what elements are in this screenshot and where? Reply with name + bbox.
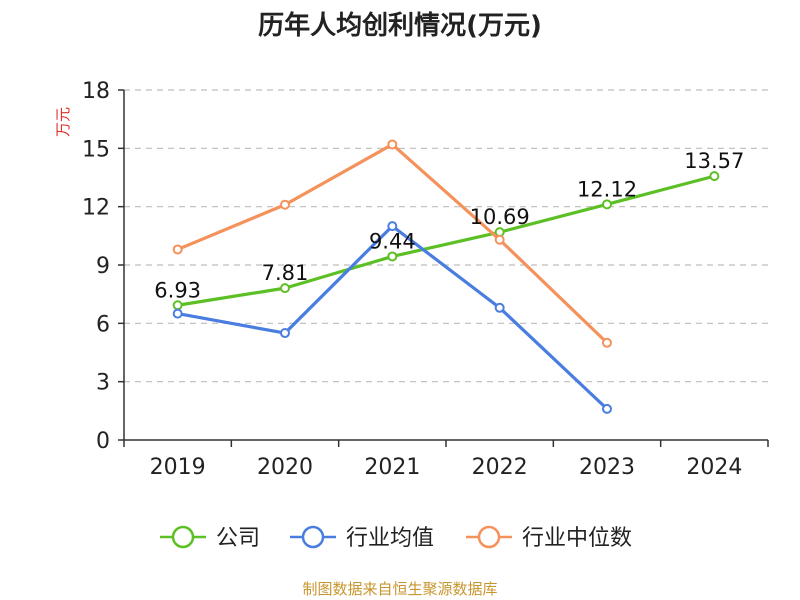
data-point xyxy=(280,328,290,339)
legend-label: 行业均值 xyxy=(346,526,434,551)
data-point xyxy=(172,300,183,311)
legend-label: 公司 xyxy=(216,526,260,551)
x-tick-label: 2023 xyxy=(579,455,635,480)
y-tick-label: 9 xyxy=(96,254,110,279)
data-label: 6.93 xyxy=(154,278,201,302)
y-tick-label: 0 xyxy=(96,429,110,454)
data-point xyxy=(709,171,720,182)
y-axis-label: 万元 xyxy=(54,107,72,137)
data-labels: 6.93 7.81 9.44 10.69 12.12 13.57 xyxy=(154,149,744,302)
grid-lines xyxy=(124,89,768,383)
data-point xyxy=(172,244,183,255)
x-tick-label: 2020 xyxy=(257,455,313,480)
x-tick-label: 2021 xyxy=(364,455,420,480)
data-point xyxy=(280,283,290,294)
data-point xyxy=(602,337,612,348)
data-point xyxy=(172,308,183,319)
data-point xyxy=(387,251,398,262)
data-label: 10.69 xyxy=(470,205,530,229)
legend-label: 行业中位数 xyxy=(522,526,632,551)
data-point xyxy=(280,199,290,210)
x-tick-label: 2019 xyxy=(150,455,206,480)
legend-swatch-marker xyxy=(477,525,501,549)
legend-item[interactable]: 公司 xyxy=(160,525,260,551)
data-point xyxy=(602,403,612,414)
y-tick-label: 18 xyxy=(82,79,110,104)
data-point xyxy=(387,139,398,150)
axes: 0 3 6 9 12 15 18 2019 2020 2021 2022 2023 2024 xyxy=(82,79,769,480)
legend[interactable]: 公司 行业均值 行业中位数 xyxy=(160,525,632,551)
series-lines xyxy=(172,139,720,414)
source-note: 制图数据来自恒生聚源数据库 xyxy=(302,580,497,598)
data-point xyxy=(494,302,505,313)
series-line xyxy=(176,174,716,307)
y-tick-label: 15 xyxy=(82,137,110,162)
data-label: 7.81 xyxy=(262,261,309,285)
data-label: 9.44 xyxy=(369,229,416,253)
x-tick-label: 2024 xyxy=(686,455,742,480)
y-tick-label: 6 xyxy=(96,312,110,337)
legend-swatch-marker xyxy=(171,525,195,549)
y-tick-label: 12 xyxy=(82,196,110,221)
legend-swatch-marker xyxy=(301,525,325,549)
chart-title: 历年人均创利情况(万元) xyxy=(258,10,542,41)
data-label: 12.12 xyxy=(577,177,637,201)
data-point xyxy=(602,199,612,210)
x-tick-label: 2022 xyxy=(472,455,528,480)
data-point xyxy=(494,234,505,245)
y-tick-label: 3 xyxy=(96,371,110,396)
data-label: 13.57 xyxy=(684,149,744,173)
legend-item[interactable]: 行业均值 xyxy=(290,525,434,551)
data-point xyxy=(387,221,398,232)
legend-item[interactable]: 行业中位数 xyxy=(466,525,632,551)
